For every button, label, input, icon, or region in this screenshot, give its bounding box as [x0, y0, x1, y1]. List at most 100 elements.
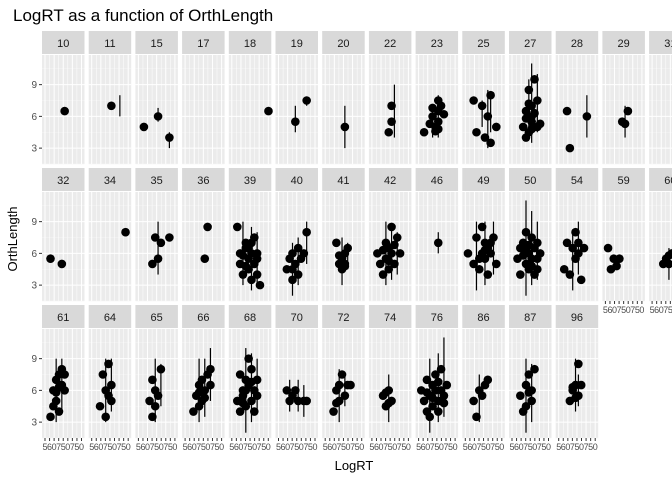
data-point: [477, 101, 487, 111]
facet-strip: [42, 31, 85, 54]
data-point: [244, 354, 253, 363]
x-tick-label: 5: [495, 442, 500, 452]
x-tick-label: 5: [556, 442, 561, 452]
x-tick-label: 0: [219, 442, 224, 452]
facet-panel: 25: [462, 31, 505, 165]
data-point: [390, 240, 399, 250]
x-tick-label: 5: [541, 442, 546, 452]
facet-strip-label: 10: [57, 38, 69, 50]
data-point: [51, 396, 61, 406]
data-point: [521, 245, 531, 255]
data-point: [486, 238, 495, 248]
facet-panel: 15: [135, 31, 178, 165]
facet-strip-label: 59: [618, 175, 630, 187]
facet-strip-label: 40: [291, 175, 303, 187]
x-tick-label: 0: [519, 442, 524, 452]
x-tick-label: 6: [654, 305, 659, 315]
facet-strip: [135, 168, 178, 191]
x-tick-label: 5: [416, 442, 421, 452]
x-tick-label: 6: [187, 442, 192, 452]
data-point: [153, 254, 163, 263]
x-tick-label: 0: [126, 442, 131, 452]
facet-strip-label: 18: [244, 38, 256, 50]
facet-strip: [42, 168, 85, 191]
data-point: [469, 396, 478, 406]
facet-panel: 36: [182, 168, 225, 302]
data-point: [189, 407, 198, 416]
data-point: [282, 386, 292, 395]
facet-strip: [228, 305, 272, 328]
facet-strip-label: 60: [664, 175, 672, 187]
facet-strip-label: 39: [244, 175, 256, 187]
facet-strip: [555, 31, 599, 54]
x-tick-label: 7: [523, 442, 528, 452]
facet-strip-label: 42: [384, 175, 396, 187]
x-tick-label: 6: [47, 442, 52, 452]
x-tick-label: 5: [650, 305, 655, 315]
facet-strip: [649, 168, 672, 191]
chart-title: LogRT as a function of OrthLength: [13, 6, 273, 25]
data-point: [378, 270, 388, 279]
facet-strip-label: 76: [431, 312, 443, 324]
facet-strip-label: 35: [151, 175, 163, 187]
data-point: [200, 254, 210, 263]
x-tick-label: 5: [621, 305, 626, 315]
data-point: [562, 238, 572, 248]
data-point: [486, 90, 495, 100]
facet-strip-label: 64: [104, 312, 116, 324]
facet-strip: [555, 168, 599, 191]
facet-strip-label: 36: [197, 175, 209, 187]
facet-strip-label: 20: [337, 38, 349, 50]
data-point: [387, 101, 396, 111]
facet-panel: 50: [509, 168, 552, 302]
x-tick-label: 7: [336, 442, 341, 452]
data-point: [252, 270, 262, 279]
x-tick-label: 5: [574, 442, 579, 452]
x-tick-label: 5: [388, 442, 393, 452]
x-tick-label: 5: [276, 442, 281, 452]
data-point: [530, 364, 539, 374]
y-tick-label: 6: [31, 249, 37, 260]
data-point: [121, 227, 130, 237]
x-tick-label: 7: [117, 442, 122, 452]
facet-panel: 22: [368, 31, 412, 165]
data-point: [530, 75, 539, 84]
x-tick-label: 0: [65, 442, 70, 452]
data-point: [477, 391, 487, 400]
facet-panel: 10: [42, 31, 85, 165]
y-tick-label: 9: [31, 217, 37, 228]
facet-strip: [88, 168, 132, 191]
x-tick-label: 0: [425, 442, 430, 452]
data-point: [521, 227, 531, 237]
data-point: [530, 108, 539, 118]
facet-strip-label: 19: [291, 38, 303, 50]
x-tick-label: 0: [486, 442, 491, 452]
data-point: [422, 388, 432, 397]
x-tick-label: 0: [112, 442, 117, 452]
data-point: [480, 245, 490, 255]
data-point: [475, 264, 484, 274]
facet-panel: 35: [135, 168, 178, 302]
data-point: [527, 396, 536, 406]
facet-panel: 87: [509, 305, 552, 439]
data-point: [579, 243, 589, 253]
facet-panel: 96: [555, 305, 599, 439]
facet-strip: [555, 305, 599, 328]
data-point: [516, 391, 525, 400]
x-tick-label: 0: [205, 442, 210, 452]
data-point: [346, 380, 355, 390]
facet-strip: [228, 31, 272, 54]
data-point: [302, 96, 311, 105]
y-tick-label: 9: [31, 80, 37, 91]
facet-strip-label: 68: [244, 312, 256, 324]
data-point: [203, 222, 212, 232]
x-tick-label: 6: [94, 442, 99, 452]
data-point: [483, 375, 493, 385]
data-point: [252, 391, 262, 400]
facet-panel: 32: [42, 168, 85, 302]
x-tick-label: 0: [346, 442, 351, 452]
data-point: [422, 375, 432, 385]
data-point: [623, 106, 633, 116]
x-tick-label: 6: [421, 442, 426, 452]
x-tick-label: 5: [61, 442, 66, 452]
